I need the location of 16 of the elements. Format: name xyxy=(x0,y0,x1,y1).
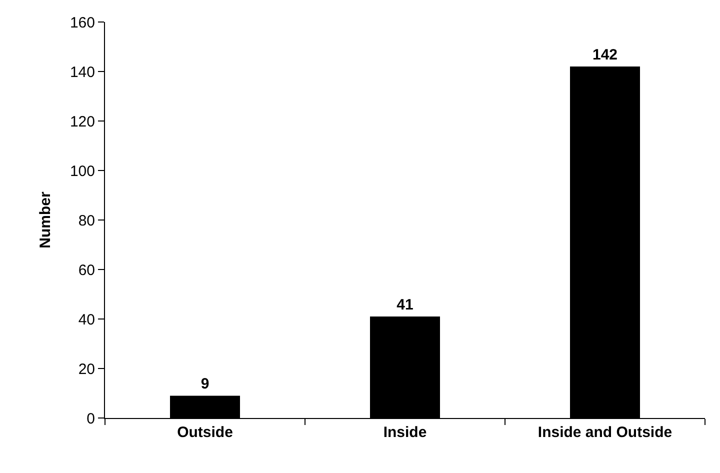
y-tick-label: 140 xyxy=(70,64,95,81)
x-tick-label: Inside xyxy=(383,424,427,441)
y-tick-label: 100 xyxy=(70,162,95,180)
y-tick-label: 80 xyxy=(78,212,95,230)
x-tick-label: Outside xyxy=(177,424,233,441)
data-label: 9 xyxy=(200,376,210,393)
data-label: 41 xyxy=(396,296,414,314)
y-tick-label: 120 xyxy=(70,113,95,130)
y-tick-label: 0 xyxy=(86,410,95,428)
y-tick-label: 40 xyxy=(78,311,95,328)
data-label: 142 xyxy=(592,46,618,64)
x-tick-label: Inside and Outside xyxy=(538,424,672,441)
y-tick-label: 20 xyxy=(78,360,95,378)
y-axis-title: Number xyxy=(37,192,54,248)
y-tick-label: 160 xyxy=(70,14,95,32)
y-tick-label: 60 xyxy=(78,262,95,279)
